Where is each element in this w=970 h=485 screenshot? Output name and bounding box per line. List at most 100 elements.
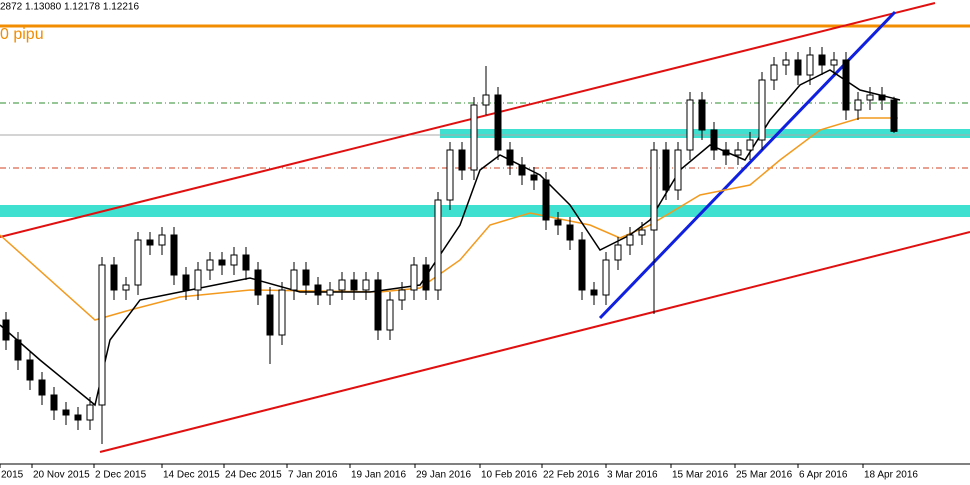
x-tick-label: 14 Dec 2015 xyxy=(163,470,220,481)
candle-body xyxy=(230,254,238,266)
candle-body xyxy=(458,149,466,171)
candle-body xyxy=(866,94,874,101)
candle-body xyxy=(398,289,406,301)
candle-body xyxy=(614,244,622,261)
candle-body xyxy=(314,284,322,296)
candle-body xyxy=(362,279,370,291)
candle-body xyxy=(626,234,634,246)
x-tick-label: 2015 xyxy=(1,470,24,481)
candle-body xyxy=(278,289,286,336)
x-tick-label: 10 Feb 2016 xyxy=(481,470,538,481)
candle-body xyxy=(386,299,394,331)
candle-body xyxy=(98,264,106,406)
candle-body xyxy=(62,409,70,416)
channel-line xyxy=(99,231,970,453)
candle-body xyxy=(206,259,214,271)
candle-body xyxy=(734,149,742,156)
x-tick-label: 6 Apr 2016 xyxy=(799,470,848,481)
x-tick-label: 25 Mar 2016 xyxy=(736,470,793,481)
candles xyxy=(2,47,898,444)
x-tick-label: 24 Dec 2015 xyxy=(225,470,282,481)
candle-body xyxy=(710,129,718,151)
candle-body xyxy=(350,279,358,291)
candle-body xyxy=(254,269,262,296)
candle-body xyxy=(518,164,526,176)
candle-body xyxy=(470,104,478,171)
ohlc-header: 2872 1.13080 1.12178 1.12216 xyxy=(0,2,139,13)
candle-body xyxy=(698,99,706,131)
candle-body xyxy=(14,339,22,361)
x-axis-labels: 2015 20 Nov 2015 2 Dec 2015 14 Dec 2015 24 D… xyxy=(0,464,918,481)
candle-body xyxy=(806,54,814,76)
candle-body xyxy=(638,229,646,236)
candle-body xyxy=(434,199,442,291)
support-zone xyxy=(0,205,970,217)
candle-body xyxy=(530,174,538,181)
candle-body xyxy=(890,99,898,132)
candle-body xyxy=(722,149,730,156)
candle-body xyxy=(146,239,154,246)
candle-body xyxy=(662,149,670,191)
candle-body xyxy=(218,259,226,266)
candle-body xyxy=(338,279,346,291)
candle-body xyxy=(290,269,298,291)
candle-body xyxy=(602,259,610,296)
x-tick-label: 2 Dec 2015 xyxy=(95,470,147,481)
candle-body xyxy=(482,94,490,106)
candle-body xyxy=(674,149,682,191)
candle-body xyxy=(122,284,130,291)
candle-body xyxy=(554,219,562,226)
candle-body xyxy=(758,79,766,141)
slow-moving-average xyxy=(0,117,898,321)
candle-body xyxy=(446,149,454,201)
candle-body xyxy=(170,234,178,276)
x-tick-label: 18 Apr 2016 xyxy=(864,470,918,481)
candle-body xyxy=(194,269,202,291)
candle-body xyxy=(842,59,850,111)
candle-body xyxy=(50,394,58,411)
candle-body xyxy=(410,264,418,291)
candle-body xyxy=(158,234,166,246)
candle-body xyxy=(686,99,694,151)
x-tick-label: 29 Jan 2016 xyxy=(416,470,471,481)
resistance-zone xyxy=(440,129,970,138)
candle-body xyxy=(266,294,274,336)
x-tick-label: 15 Mar 2016 xyxy=(672,470,729,481)
candle-body xyxy=(110,264,118,291)
candle-body xyxy=(38,379,46,396)
x-tick-label: 3 Mar 2016 xyxy=(607,470,658,481)
x-tick-label: 19 Jan 2016 xyxy=(351,470,406,481)
x-tick-label: 20 Nov 2015 xyxy=(33,470,90,481)
candle-body xyxy=(878,94,886,101)
x-tick-label: 22 Feb 2016 xyxy=(543,470,600,481)
candle-body xyxy=(650,149,658,231)
candle-body xyxy=(770,64,778,81)
candle-body xyxy=(746,139,754,151)
candle-body xyxy=(2,319,10,341)
pip-label: 0 pipu xyxy=(0,26,44,43)
candle-body xyxy=(830,59,838,66)
candle-body xyxy=(566,224,574,241)
candle-body xyxy=(374,279,382,331)
candle-body xyxy=(506,149,514,166)
candle-body xyxy=(578,239,586,291)
candle-body xyxy=(74,414,82,421)
channel-line xyxy=(0,2,936,238)
candle-body xyxy=(86,404,94,421)
candle-body xyxy=(542,179,550,221)
x-tick-label: 7 Jan 2016 xyxy=(288,470,338,481)
candle-body xyxy=(494,94,502,151)
candle-body xyxy=(182,274,190,291)
candle-body xyxy=(326,289,334,296)
candle-body xyxy=(782,59,790,66)
candle-body xyxy=(590,289,598,296)
candle-body xyxy=(422,264,430,291)
candle-body xyxy=(242,254,250,271)
candle-body xyxy=(794,59,802,76)
candle-body xyxy=(818,54,826,66)
candle-body xyxy=(26,359,34,381)
candle-body xyxy=(302,269,310,286)
candle-body xyxy=(134,239,142,286)
candle-body xyxy=(854,99,862,111)
